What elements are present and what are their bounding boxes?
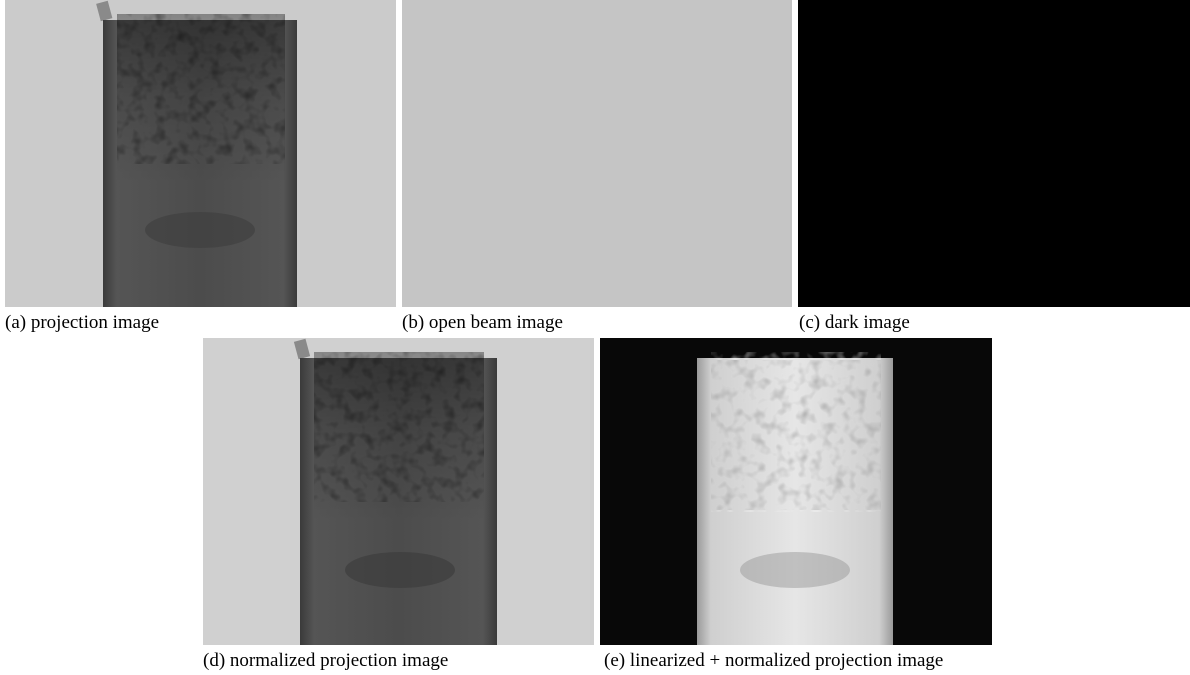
caption: (c) dark image bbox=[799, 312, 910, 333]
figure: (a) projection image (b) open beam image… bbox=[0, 0, 1190, 675]
open-beam-image bbox=[402, 0, 792, 307]
caption: (a) projection image bbox=[5, 312, 159, 333]
caption: (b) open beam image bbox=[402, 312, 563, 333]
projection-image bbox=[5, 0, 396, 307]
caption: (d) normalized projection image bbox=[203, 650, 448, 671]
page: (a) projection image (b) open beam image… bbox=[0, 0, 1190, 675]
caption: (e) linearized + normalized projection i… bbox=[604, 650, 943, 671]
dark-image bbox=[798, 0, 1190, 307]
linearized-image bbox=[600, 338, 992, 645]
normalized-image bbox=[203, 338, 594, 645]
